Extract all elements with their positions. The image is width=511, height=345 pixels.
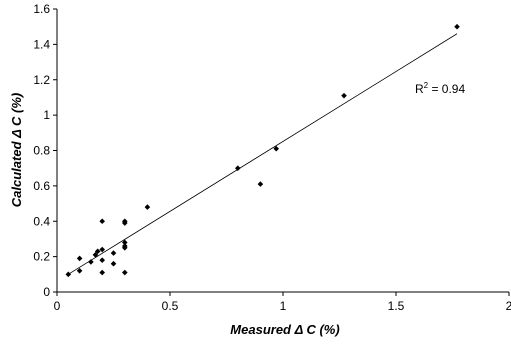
y-tick-label: 0	[43, 285, 50, 299]
data-point	[235, 165, 241, 171]
data-point	[88, 259, 94, 265]
y-tick-label: 0.2	[33, 250, 50, 264]
data-point	[110, 260, 117, 267]
data-point	[144, 204, 151, 210]
r-squared-annotation: R2 = 0.94	[415, 81, 465, 96]
data-point	[122, 269, 128, 276]
y-tick-label: 0.6	[33, 179, 50, 193]
data-point	[92, 252, 99, 258]
data-point	[122, 218, 128, 225]
data-point	[76, 267, 83, 274]
x-tick-label: 0	[54, 299, 61, 313]
x-axis-ticks: 0 0.5 1 1.5 2	[54, 292, 511, 313]
data-point	[110, 250, 117, 256]
x-tick-label: 2	[506, 299, 511, 313]
y-tick-label: 0.4	[33, 214, 50, 228]
y-tick-label: 1	[43, 108, 50, 122]
data-point	[99, 257, 105, 263]
y-tick-label: 1.4	[33, 37, 50, 51]
x-axis-title: Measured Δ C (%)	[230, 322, 339, 337]
data-point	[122, 239, 128, 246]
data-point	[273, 145, 280, 152]
data-point	[94, 248, 101, 255]
data-point	[99, 246, 105, 253]
data-point	[454, 23, 460, 30]
data-point	[99, 269, 105, 276]
y-tick-label: 1.2	[33, 73, 50, 87]
data-point	[99, 218, 105, 225]
data-point	[341, 92, 347, 99]
data-point	[76, 255, 83, 262]
data-point	[257, 181, 264, 187]
x-tick-label: 1.5	[388, 299, 405, 313]
x-tick-label: 0.5	[162, 299, 179, 313]
y-axis-ticks: 0 0.2 0.4 0.6 0.8 1 1.2 1.4 1.6	[33, 2, 57, 299]
data-points	[65, 23, 460, 278]
y-axis-title: Calculated Δ C (%)	[9, 93, 24, 207]
x-tick-label: 1	[280, 299, 287, 313]
data-point	[65, 271, 72, 278]
data-point	[122, 243, 128, 249]
y-tick-label: 1.6	[33, 2, 50, 16]
trendline	[68, 33, 458, 275]
y-tick-label: 0.8	[33, 144, 50, 158]
